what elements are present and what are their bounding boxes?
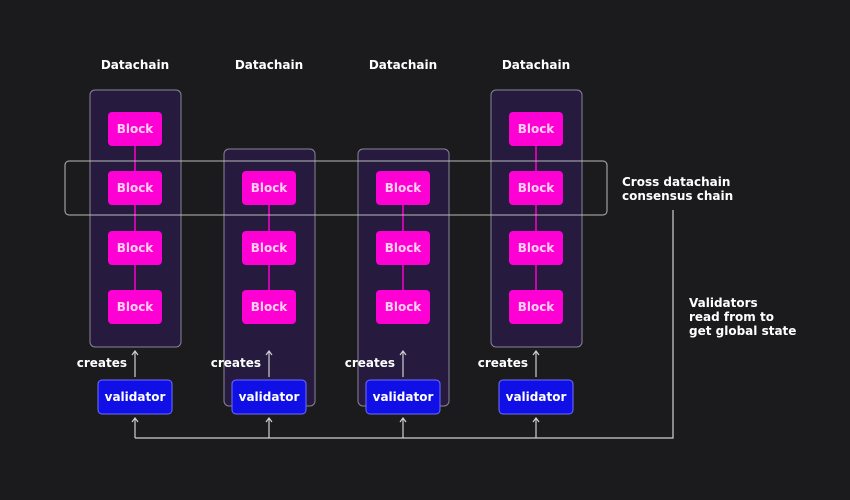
block <box>242 171 296 205</box>
block-label: Block <box>385 241 423 255</box>
block-label: Block <box>518 181 556 195</box>
validator-box <box>231 379 307 415</box>
block <box>108 112 162 146</box>
datachain-title: Datachain <box>369 58 437 72</box>
block <box>509 231 563 265</box>
arrow-head-icon <box>265 350 273 356</box>
block-label: Block <box>117 300 155 314</box>
block <box>376 290 430 324</box>
block-label: Block <box>117 241 155 255</box>
block-label: Block <box>251 300 289 314</box>
validators-note: Validators <box>689 296 758 310</box>
block-label: Block <box>518 241 556 255</box>
datachain-title: Datachain <box>235 58 303 72</box>
validator-label: validator <box>105 390 166 404</box>
validator-box <box>498 379 574 415</box>
global-state-line <box>135 210 674 439</box>
arrow-head-icon <box>532 417 540 423</box>
block <box>242 290 296 324</box>
validator-box <box>365 379 441 415</box>
block <box>376 231 430 265</box>
arrow-head-icon <box>532 350 540 356</box>
block-label: Block <box>251 241 289 255</box>
block <box>108 290 162 324</box>
block-label: Block <box>518 300 556 314</box>
block <box>108 171 162 205</box>
creates-label: creates <box>211 356 261 370</box>
block <box>509 171 563 205</box>
arrow-head-icon <box>131 350 139 356</box>
cross-chain-label: consensus chain <box>622 189 733 203</box>
block-label: Block <box>117 122 155 136</box>
block-label: Block <box>385 181 423 195</box>
datachain-title: Datachain <box>502 58 570 72</box>
validator-box <box>97 379 173 415</box>
block <box>509 290 563 324</box>
block <box>242 231 296 265</box>
block <box>376 171 430 205</box>
arrow-head-icon <box>399 350 407 356</box>
block-label: Block <box>385 300 423 314</box>
creates-label: creates <box>478 356 528 370</box>
validators-note: read from to <box>689 310 774 324</box>
validator-label: validator <box>506 390 567 404</box>
block <box>108 231 162 265</box>
block-label: Block <box>117 181 155 195</box>
cross-chain-label: Cross datachain <box>622 175 730 189</box>
validators-note: get global state <box>689 324 796 338</box>
cross-datachain-consensus-box <box>64 160 608 216</box>
block-label: Block <box>518 122 556 136</box>
arrow-head-icon <box>265 417 273 423</box>
arrow-head-icon <box>399 417 407 423</box>
datachain-title: Datachain <box>101 58 169 72</box>
creates-label: creates <box>77 356 127 370</box>
block-label: Block <box>251 181 289 195</box>
block <box>509 112 563 146</box>
validator-label: validator <box>373 390 434 404</box>
validator-label: validator <box>239 390 300 404</box>
creates-label: creates <box>345 356 395 370</box>
arrow-head-icon <box>131 417 139 423</box>
